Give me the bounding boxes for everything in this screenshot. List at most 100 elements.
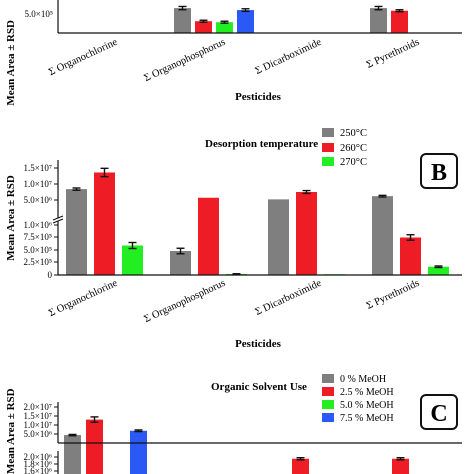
error-bar	[232, 273, 241, 275]
bar-green-1	[216, 22, 233, 33]
legend-label-260: 260°C	[340, 143, 367, 154]
panel-a-xtick-label: Σ Pyrethroids	[365, 37, 421, 71]
bar-0-MeOH-0	[64, 435, 81, 474]
error-bar	[100, 167, 109, 178]
ytick-label: 0	[48, 270, 53, 280]
error-bar	[378, 194, 387, 198]
bar-250-C-2	[268, 199, 289, 275]
legend-swatch-7-5	[322, 413, 334, 422]
legend-swatch-0	[322, 374, 334, 383]
error-bar	[178, 5, 187, 11]
panel-b-yticks-lower: 1.0×10⁶ 7.5×10⁵ 5.0×10⁵ 2.5×10⁵ 0	[24, 220, 58, 280]
panel-a-ytick: 5.0×10⁵	[25, 9, 53, 19]
legend-label-250: 250°C	[340, 128, 367, 139]
panel-b-title: Desorption temperature	[205, 138, 318, 150]
panel-a: Mean Area ± RSD 5.0×10⁵ Σ Organochlorine…	[5, 0, 462, 106]
error-bar	[176, 247, 185, 255]
bar-gray-3	[370, 8, 387, 33]
ytick-label: 7.5×10⁵	[24, 232, 52, 242]
panel-b-axis-break-1	[52, 215, 64, 221]
bar-2-5-MeOH-3	[392, 458, 409, 474]
panel-a-xtick-label: Σ Dicarboximide	[254, 37, 324, 77]
panel-b-ylabel: Mean Area ± RSD	[5, 175, 17, 261]
bar-blue-1	[237, 10, 254, 33]
legend-label-7-5: 7.5 % MeOH	[340, 413, 394, 424]
bar-250-C-3	[372, 196, 393, 275]
error-bar	[396, 457, 405, 461]
svg-text:B: B	[431, 160, 447, 186]
legend-swatch-250	[322, 128, 334, 137]
panel-a-xtick-label: Σ Organochlorine	[47, 37, 119, 79]
error-bar	[374, 5, 383, 11]
error-bar	[128, 241, 137, 250]
error-bar	[302, 189, 311, 195]
legend-label-0: 0 % MeOH	[340, 374, 386, 385]
panel-b-axis-break-2	[52, 218, 64, 224]
error-bar	[134, 429, 143, 433]
legend-swatch-5	[322, 400, 334, 409]
error-bar	[395, 9, 404, 13]
bar-260-C-1	[198, 197, 219, 275]
ytick-label: 5.0×10⁶	[24, 195, 52, 205]
panel-c-badge: C	[420, 394, 458, 430]
error-bar	[406, 234, 415, 241]
legend-label-270: 270°C	[340, 157, 367, 168]
panel-b-xtick-label: Σ Organochlorine	[47, 278, 119, 320]
panel-a-ylabel: Mean Area ± RSD	[5, 20, 17, 106]
panel-b-xtick-label: Σ Dicarboximide	[254, 278, 324, 318]
legend-label-2-5: 2.5 % MeOH	[340, 387, 394, 398]
ytick-label: 1.0×10⁷	[24, 179, 52, 189]
panel-b-xlabel: Pesticides	[235, 338, 282, 350]
panel-a-xtick-labels: Σ Organochlorine Σ Organophosphorus Σ Di…	[47, 37, 421, 85]
bar-red-3	[391, 10, 408, 33]
bar-gray-1	[174, 8, 191, 33]
legend-swatch-2-5	[322, 387, 334, 396]
bar-2-5-MeOH-2	[292, 458, 309, 474]
legend-label-5: 5.0 % MeOH	[340, 400, 394, 411]
bar-2-5-MeOH-0	[86, 419, 103, 474]
bar-250-C-1	[170, 251, 191, 275]
bar-260-C-3	[400, 237, 421, 275]
error-bar	[68, 433, 77, 437]
ytick-label: 1.0×10⁶	[24, 220, 52, 230]
bar-250-C-0	[66, 189, 87, 275]
panel-c-yticks-upper: 2.0×10⁷ 1.5×10⁷ 1.0×10⁷ 5.0×10⁶	[24, 402, 58, 439]
bar-270-C-3	[428, 266, 449, 275]
bar-red-1	[195, 21, 212, 33]
error-bar	[72, 187, 81, 191]
error-bar	[434, 265, 443, 269]
panel-c-plot	[64, 416, 409, 474]
panel-b: Desorption temperature 250°C 260°C 270°C…	[5, 128, 462, 350]
ytick-label: 1.5×10⁷	[24, 411, 52, 421]
panel-c-title: Organic Solvent Use	[211, 381, 307, 393]
panel-a-plot	[174, 5, 408, 33]
ytick-label: 2.5×10⁵	[24, 257, 52, 267]
panel-c-yticks-lower: 2.0×10⁶ 1.8×10⁶ 1.6×10⁶	[24, 452, 58, 474]
panel-b-badge: B	[420, 153, 458, 189]
ytick-label: 2.0×10⁷	[24, 402, 52, 412]
panel-c-legend: 0 % MeOH 2.5 % MeOH 5.0 % MeOH 7.5 % MeO…	[322, 374, 394, 424]
bar-260-C-2	[296, 192, 317, 275]
error-bar	[199, 19, 208, 23]
error-bar	[220, 20, 229, 24]
ytick-label: 1.6×10⁶	[24, 466, 52, 474]
ytick-label: 1.5×10⁷	[24, 163, 52, 173]
legend-swatch-270	[322, 157, 334, 166]
panel-b-xtick-labels: Σ Organochlorine Σ Organophosphorus Σ Di…	[47, 278, 421, 326]
svg-text:C: C	[430, 401, 447, 427]
bar-7-5-MeOH-0	[130, 430, 147, 474]
panel-b-xtick-label: Σ Organophosphorus	[142, 278, 227, 325]
error-bar	[90, 416, 99, 423]
error-bar	[241, 8, 250, 13]
panel-c: Organic Solvent Use 0 % MeOH 2.5 % MeOH …	[5, 374, 462, 474]
panel-a-xlabel: Pesticides	[235, 91, 282, 103]
ytick-label: 1.8×10⁶	[24, 459, 52, 469]
panel-b-yticks-upper: 1.5×10⁷ 1.0×10⁷ 5.0×10⁶	[24, 163, 58, 205]
ytick-label: 1.0×10⁷	[24, 420, 52, 430]
bar-270-C-0	[122, 245, 143, 275]
bar-260-C-0	[94, 172, 115, 275]
panel-a-xtick-label: Σ Organophosphorus	[142, 37, 227, 84]
ytick-label: 5.0×10⁶	[24, 429, 52, 439]
error-bar	[296, 457, 305, 461]
panel-b-legend: 250°C 260°C 270°C	[322, 128, 367, 168]
